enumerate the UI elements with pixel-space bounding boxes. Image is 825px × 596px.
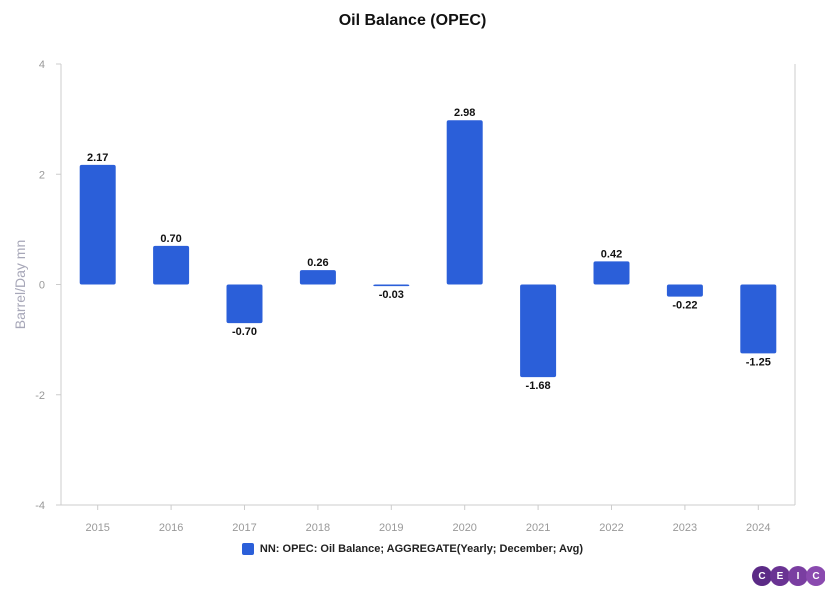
data-label: 2.17 xyxy=(87,152,108,164)
bar xyxy=(373,284,410,287)
x-tick-label: 2016 xyxy=(159,522,183,534)
bar xyxy=(153,245,190,285)
y-tick-label: 2 xyxy=(39,169,45,181)
data-label: -0.22 xyxy=(672,300,697,312)
chart-title: Oil Balance (OPEC) xyxy=(338,12,487,29)
bar xyxy=(740,284,777,354)
y-tick-label: 4 xyxy=(39,59,45,71)
x-tick-label: 2018 xyxy=(306,522,330,534)
y-tick-label: -4 xyxy=(35,500,45,512)
x-tick-label: 2021 xyxy=(526,522,550,534)
bar xyxy=(299,270,336,285)
y-tick-label: -2 xyxy=(35,390,45,402)
x-tick-label: 2020 xyxy=(452,522,476,534)
y-axis-label: Barrel/Day mn xyxy=(12,240,28,329)
data-label: -0.03 xyxy=(379,289,404,301)
bar xyxy=(666,284,703,297)
x-tick-label: 2024 xyxy=(746,522,770,534)
data-label: 2.98 xyxy=(454,107,475,119)
data-label: -0.70 xyxy=(232,326,257,338)
logo-letter: I xyxy=(788,566,808,586)
legend[interactable]: NN: OPEC: Oil Balance; AGGREGATE(Yearly;… xyxy=(0,543,825,555)
bar xyxy=(79,164,116,285)
data-label: 0.70 xyxy=(160,233,181,245)
logo-letter: C xyxy=(752,566,772,586)
data-label: -1.68 xyxy=(526,380,551,392)
x-tick-label: 2015 xyxy=(85,522,109,534)
y-tick-label: 0 xyxy=(39,280,45,292)
x-tick-label: 2019 xyxy=(379,522,403,534)
x-tick-label: 2023 xyxy=(673,522,697,534)
legend-swatch xyxy=(241,543,254,555)
data-label: 0.26 xyxy=(307,257,328,269)
data-label: 0.42 xyxy=(601,248,622,260)
bar xyxy=(226,284,263,324)
data-label: -1.25 xyxy=(746,356,771,368)
bar xyxy=(593,261,630,285)
logo-letter: C xyxy=(806,566,825,586)
bar xyxy=(446,120,483,285)
legend-label: NN: OPEC: Oil Balance; AGGREGATE(Yearly;… xyxy=(259,543,584,555)
logo-letter: E xyxy=(770,566,790,586)
bar xyxy=(520,284,557,378)
x-tick-label: 2022 xyxy=(599,522,623,534)
x-tick-label: 2017 xyxy=(232,522,256,534)
